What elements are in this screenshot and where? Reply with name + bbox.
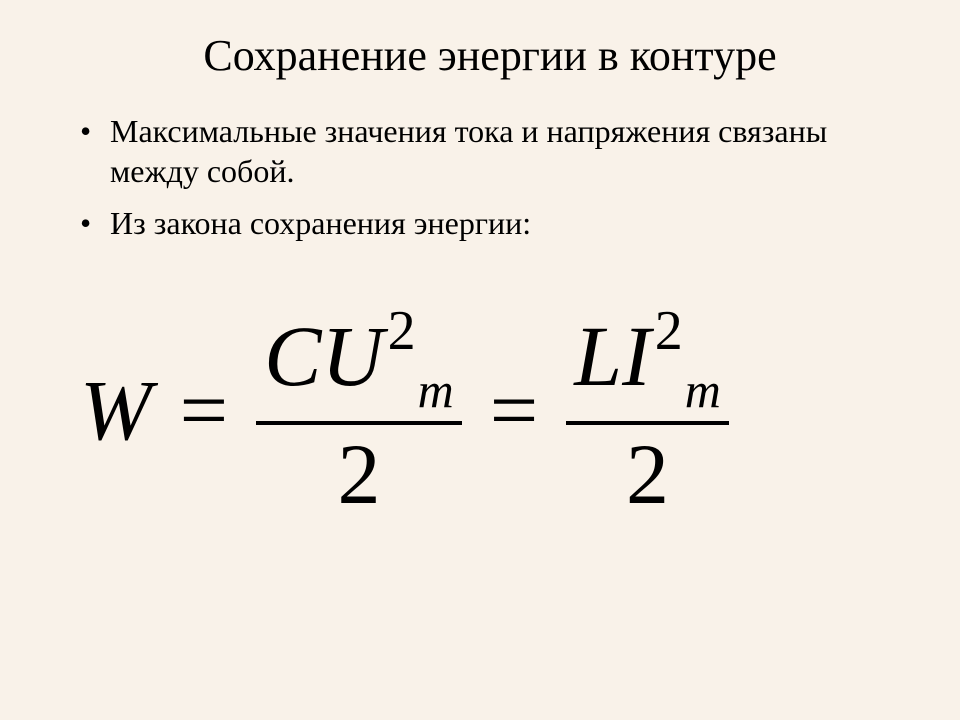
fraction-denominator: 2 — [329, 431, 388, 517]
bullet-item: Максимальные значения тока и напряжения … — [80, 111, 900, 191]
formula-equals: = — [490, 367, 539, 453]
num-sup: 2 — [651, 300, 683, 362]
num-sup: 2 — [384, 300, 416, 362]
fraction-bar — [566, 421, 729, 425]
num-main: CU — [264, 308, 383, 404]
fraction-numerator: LI2m — [566, 303, 729, 415]
fraction-denominator: 2 — [618, 431, 677, 517]
fraction-bar — [256, 421, 462, 425]
num-sub: m — [416, 362, 454, 418]
num-main: LI — [574, 308, 650, 404]
slide-title: Сохранение энергии в контуре — [80, 30, 900, 81]
formula-fraction-cu: CU2m 2 — [256, 303, 462, 517]
formula-fraction-li: LI2m 2 — [566, 303, 729, 517]
energy-formula: W = CU2m 2 = LI2m 2 — [80, 303, 900, 517]
bullet-item: Из закона сохранения энергии: — [80, 203, 900, 243]
formula-equals: = — [180, 367, 229, 453]
slide: Сохранение энергии в контуре Максимальны… — [0, 0, 960, 720]
fraction-numerator: CU2m — [256, 303, 462, 415]
num-sub: m — [683, 362, 721, 418]
formula-W: W — [80, 367, 152, 453]
bullet-list: Максимальные значения тока и напряжения … — [80, 111, 900, 243]
